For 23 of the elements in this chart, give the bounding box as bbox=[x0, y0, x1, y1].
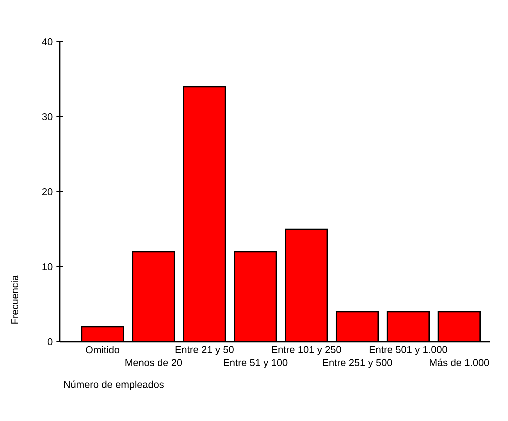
y-axis-title: Frecuencia bbox=[11, 275, 19, 324]
x-tick-label: Entre 51 y 100 bbox=[224, 359, 288, 368]
bar bbox=[286, 230, 328, 342]
x-tick-label: Entre 501 y 1.000 bbox=[370, 346, 448, 356]
bar bbox=[438, 311, 481, 342]
bar bbox=[336, 312, 378, 342]
bar bbox=[388, 312, 430, 342]
bar bbox=[82, 327, 124, 342]
bar bbox=[184, 87, 226, 342]
y-tick-label: 0 bbox=[48, 338, 53, 346]
x-axis-title: Número de empleados bbox=[64, 380, 164, 390]
y-tick-label: 10 bbox=[42, 263, 53, 271]
x-tick-label: Más de 1.000 bbox=[430, 358, 490, 366]
x-tick-label: Entre 101 y 250 bbox=[272, 346, 342, 356]
y-tick-label: 20 bbox=[42, 188, 53, 196]
bar bbox=[234, 252, 277, 342]
x-tick-label: Omitido bbox=[86, 346, 120, 354]
bar bbox=[132, 252, 175, 342]
x-tick-label: Menos de 20 bbox=[126, 359, 182, 366]
y-tick-label: 30 bbox=[42, 113, 53, 121]
x-tick-label: Entre 251 y 500 bbox=[323, 359, 392, 368]
y-tick-label: 40 bbox=[42, 38, 53, 46]
x-tick-label: Entre 21 y 50 bbox=[176, 346, 234, 356]
